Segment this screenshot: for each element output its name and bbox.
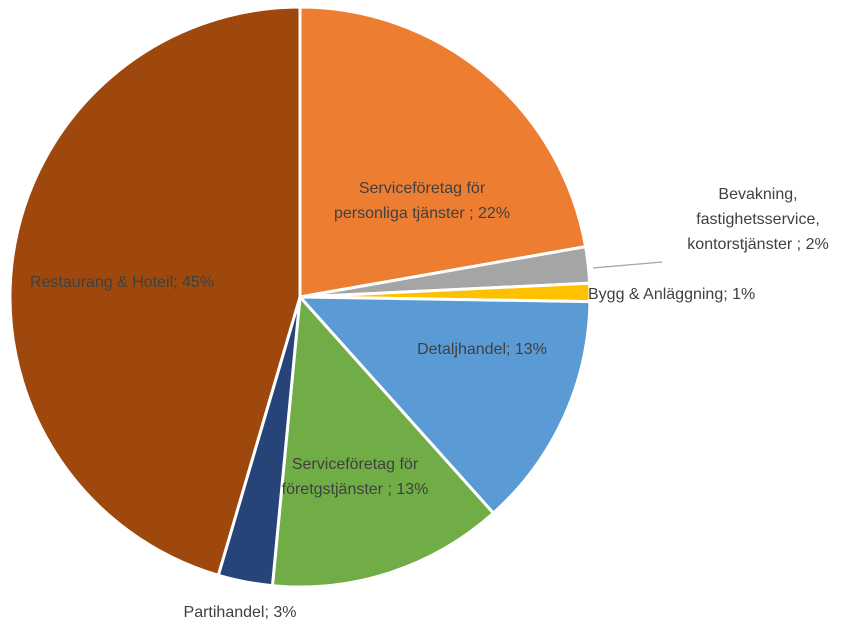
data-label: Bygg & Anläggning; 1% [588, 286, 756, 303]
data-label: Restaurang & Hoteil; 45% [29, 274, 215, 291]
pie-slice [270, 293, 496, 589]
data-label: Serviceföretag för personliga tjänster ;… [333, 180, 511, 222]
data-label: Detaljhandel; 13% [417, 341, 547, 358]
pie-slice [8, 5, 302, 578]
data-label: Partihandel; 3% [183, 604, 297, 621]
data-label: Bevakning, fastighetsservice, kontorstjä… [687, 186, 829, 253]
data-label: Serviceföretag för företgstjänster ; 13% [281, 456, 429, 498]
pie-slice [298, 5, 588, 299]
pie-slice [296, 295, 592, 516]
leader-line [592, 261, 663, 269]
